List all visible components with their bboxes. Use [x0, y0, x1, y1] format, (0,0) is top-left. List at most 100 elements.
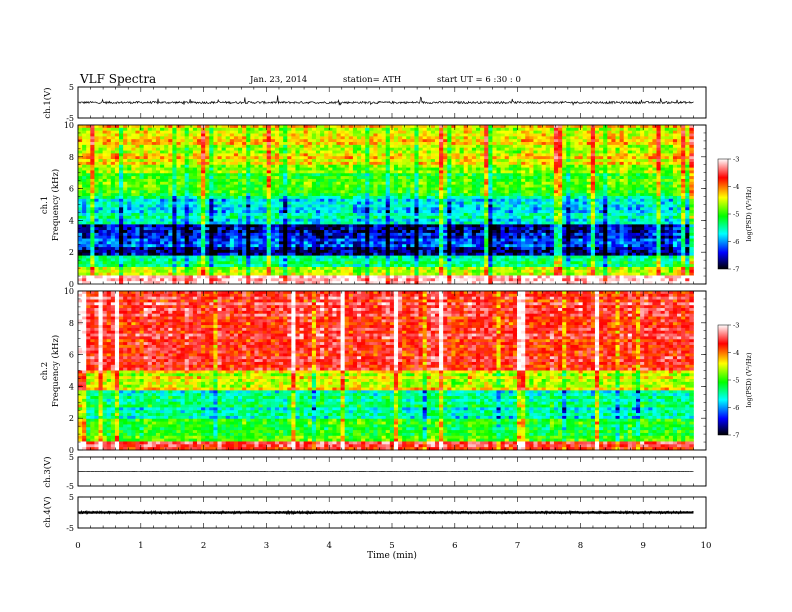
spectrogram-cell: [369, 213, 374, 217]
spectrogram-cell: [439, 176, 444, 180]
spectrogram-cell: [254, 156, 259, 160]
spectrogram-cell: [664, 136, 670, 140]
spectrogram-cell: [119, 173, 124, 177]
spectrogram-cell: [393, 130, 399, 134]
spectrogram-cell: [315, 150, 321, 154]
spectrogram-cell: [188, 190, 194, 194]
spectrogram-cell: [668, 195, 674, 200]
spectrogram-cell: [78, 133, 83, 137]
spectrogram-cell: [373, 215, 378, 220]
spectrogram-cell: [631, 159, 637, 163]
spectrogram-cell: [155, 210, 161, 214]
spectrogram-cell: [299, 173, 305, 177]
spectrogram-cell: [307, 190, 313, 194]
spectrogram-cell: [594, 142, 600, 146]
spectrogram-cell: [660, 213, 666, 217]
spectrogram-cell: [307, 170, 313, 174]
spectrogram-cell: [414, 156, 419, 160]
spectrogram-cell: [607, 170, 612, 174]
spectrogram-cell: [209, 218, 214, 222]
spectrogram-cell: [258, 181, 264, 186]
spectrogram-cell: [607, 161, 612, 166]
spectrogram-cell: [599, 204, 604, 208]
spectrogram-cell: [656, 142, 662, 146]
spectrogram-cell: [332, 170, 337, 174]
spectrogram-cell: [385, 167, 391, 171]
spectrogram-cell: [155, 170, 161, 174]
spectrogram-cell: [558, 170, 563, 174]
spectrogram-cell: [176, 210, 181, 214]
spectrogram-cell: [443, 176, 448, 180]
spectrogram-cell: [299, 204, 305, 208]
spectrogram-cell: [151, 153, 157, 157]
spectrogram-cell: [139, 178, 145, 183]
spectrogram-cell: [578, 130, 584, 134]
spectrogram-cell: [164, 153, 169, 157]
spectrogram-cell: [250, 181, 255, 186]
spectrogram-cell: [315, 198, 321, 203]
spectrogram-cell: [184, 127, 190, 132]
spectrogram-cell: [332, 190, 337, 194]
spectrogram-cell: [357, 153, 362, 157]
spectrogram-cell: [623, 184, 629, 188]
spectrogram-cell: [143, 161, 149, 166]
spectrogram-cell: [537, 201, 543, 205]
spectrogram-cell: [196, 153, 202, 157]
spectrogram-cell: [443, 190, 448, 194]
spectrogram-cell: [82, 201, 87, 205]
spectrogram-cell: [545, 184, 551, 188]
spectrogram-cell: [279, 204, 284, 208]
spectrogram-cell: [471, 170, 477, 174]
spectrogram-cell: [205, 173, 210, 177]
spectrogram-cell: [86, 139, 91, 143]
spectrogram-cell: [274, 139, 280, 143]
spectrogram-cell: [217, 127, 222, 132]
spectrogram-cell: [672, 133, 678, 137]
spectrogram-cell: [250, 130, 255, 134]
spectrogram-cell: [352, 198, 358, 203]
spectrogram-cell: [393, 153, 399, 157]
spectrogram-cell: [131, 150, 136, 154]
spectrogram-cell: [455, 204, 460, 208]
spectrogram-cell: [262, 210, 268, 214]
spectrogram-cell: [475, 150, 481, 154]
spectrogram-cell: [586, 130, 592, 134]
spectrogram-cell: [373, 198, 378, 203]
spectrogram-cell: [434, 173, 440, 177]
spectrogram-cell: [545, 130, 551, 134]
spectrogram-cell: [381, 147, 387, 151]
spectrogram-cell: [106, 153, 112, 157]
spectrogram-cell: [553, 130, 559, 134]
spectrogram-cell: [664, 133, 670, 137]
spectrogram-cell: [139, 201, 145, 205]
spectrogram-cell: [521, 176, 526, 180]
spectrogram-cell: [94, 161, 99, 166]
spectrogram-cell: [180, 215, 186, 220]
spectrogram-cell: [512, 147, 518, 151]
spectrogram-cell: [98, 190, 104, 194]
spectrogram-cell: [143, 184, 149, 188]
spectrogram-cell: [135, 144, 140, 149]
spectrogram-cell: [119, 133, 124, 137]
spectrogram-cell: [160, 190, 165, 194]
spectrogram-cell: [250, 125, 255, 129]
spectrogram-cell: [480, 173, 485, 177]
spectrogram-cell: [106, 213, 112, 217]
spectrogram-cell: [443, 130, 448, 134]
spectrogram-cell: [320, 164, 325, 168]
spectrogram-cell: [90, 142, 95, 146]
spectrogram-cell: [484, 176, 489, 180]
spectrogram-cell: [139, 144, 145, 149]
spectrogram-cell: [644, 133, 649, 137]
spectrogram-cell: [119, 153, 124, 157]
spectrogram-cell: [151, 201, 157, 205]
spectrogram-cell: [430, 190, 436, 194]
spectrogram-cell: [644, 204, 649, 208]
spectrogram-cell: [180, 142, 186, 146]
spectrogram-cell: [574, 190, 579, 194]
spectrogram-cell: [512, 167, 518, 171]
spectrogram-cell: [664, 195, 670, 200]
spectrogram-cell: [414, 127, 419, 132]
spectrogram-cell: [213, 167, 218, 171]
spectrogram-cell: [217, 167, 222, 171]
